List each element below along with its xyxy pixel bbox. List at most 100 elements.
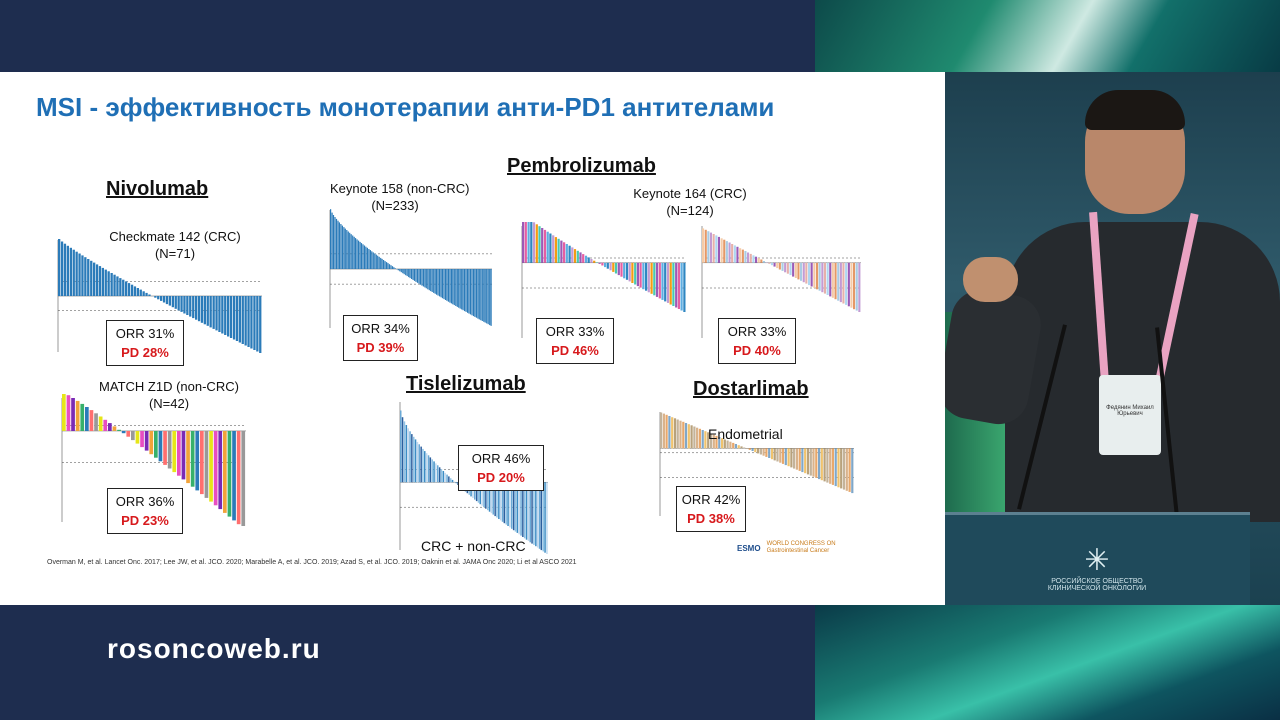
waterfall-bar: [435, 463, 437, 483]
pd-value: PD 20%: [477, 470, 525, 485]
waterfall-bar: [757, 448, 760, 454]
waterfall-bar: [759, 448, 762, 455]
waterfall-bar: [741, 249, 744, 263]
waterfall-bar: [533, 482, 535, 545]
waterfall-bar: [645, 262, 648, 291]
waterfall-bar: [778, 262, 781, 270]
waterfall-bar: [139, 289, 142, 296]
waterfall-bar: [131, 431, 135, 441]
waterfall-bar: [215, 296, 218, 331]
waterfall-bar: [733, 245, 736, 263]
waterfall-bar: [174, 296, 177, 309]
waterfall-bar: [781, 262, 784, 271]
waterfall-bar: [760, 259, 763, 263]
waterfall-bar: [158, 431, 163, 462]
waterfall-bar: [374, 253, 376, 269]
society-logo-icon: ✳: [1084, 544, 1110, 577]
waterfall-bar: [450, 269, 452, 304]
waterfall-bar: [229, 296, 233, 338]
pd-value: PD 38%: [687, 511, 735, 526]
waterfall-bar: [384, 261, 386, 269]
waterfall-bar: [662, 413, 665, 449]
waterfall-bar: [529, 482, 531, 543]
waterfall-bar: [112, 426, 117, 431]
waterfall-bar: [709, 232, 712, 263]
waterfall-bar: [117, 429, 121, 431]
waterfall-bar: [359, 241, 361, 269]
waterfall-bar: [498, 482, 500, 519]
waterfall-bar: [490, 482, 493, 514]
waterfall-bar: [469, 269, 472, 315]
waterfall-bar: [524, 222, 527, 263]
waterfall-bar: [334, 217, 336, 269]
pd-value: PD 46%: [551, 343, 599, 358]
waterfall-bar: [532, 222, 536, 263]
waterfall-bar: [631, 262, 634, 283]
waterfall-chart-keynote158: [329, 209, 492, 328]
waterfall-bar: [614, 262, 618, 274]
waterfall-bar: [527, 482, 530, 541]
waterfall-bar: [668, 416, 671, 449]
orr-value: ORR 46%: [471, 451, 531, 466]
waterfall-bar: [755, 256, 758, 263]
waterfall-bar: [810, 262, 813, 287]
waterfall-bar: [821, 262, 824, 293]
waterfall-bar: [332, 215, 335, 269]
waterfall-bar: [443, 269, 445, 300]
waterfall-bar: [765, 448, 768, 457]
waterfall-bar: [213, 431, 218, 506]
waterfall-bar: [840, 448, 843, 489]
waterfall-bar: [606, 262, 609, 269]
waterfall-chart-keynote164-a: [521, 222, 686, 338]
podium-logo: ✳ РОССИЙСКОЕ ОБЩЕСТВО КЛИНИЧЕСКОЙ ОНКОЛО…: [1037, 535, 1157, 605]
waterfall-bar: [820, 448, 823, 481]
orr-value: ORR 34%: [351, 321, 410, 336]
waterfall-bar: [446, 269, 448, 301]
waterfall-bar: [829, 262, 832, 297]
waterfall-bar: [227, 296, 230, 337]
waterfall-bar: [725, 241, 728, 263]
waterfall-bar: [744, 251, 747, 263]
waterfall-bar: [126, 431, 131, 437]
waterfall-bar: [378, 256, 380, 269]
waterfall-bar: [661, 262, 664, 300]
waterfall-bar: [448, 476, 450, 483]
waterfall-bar: [461, 269, 463, 310]
waterfall-chart-checkmate: [57, 239, 262, 353]
waterfall-bar: [416, 269, 419, 283]
trial-keynote158: Keynote 158 (non-CRC) (N=233): [330, 180, 469, 214]
waterfall-bar: [853, 262, 856, 310]
waterfall-bar: [612, 262, 615, 272]
waterfall-bar: [734, 444, 737, 449]
waterfall-bar: [110, 273, 113, 296]
waterfall-bar: [676, 419, 679, 449]
waterfall-bar: [776, 448, 779, 462]
waterfall-bar: [430, 269, 432, 292]
waterfall-bar: [617, 262, 620, 276]
waterfall-bar: [154, 431, 158, 458]
waterfall-bar: [453, 269, 455, 306]
waterfall-bar: [665, 414, 668, 449]
waterfall-bar: [485, 482, 487, 509]
waterfall-bar: [717, 236, 720, 263]
waterfall-bar: [335, 218, 338, 269]
waterfall-bar: [425, 269, 427, 289]
waterfall-bar: [235, 296, 239, 341]
waterfall-bar: [125, 281, 128, 296]
waterfall-bar: [458, 269, 460, 308]
waterfall-bar: [412, 269, 414, 280]
waterfall-bar: [453, 481, 456, 483]
waterfall-bar: [671, 417, 674, 449]
waterfall-bar: [447, 269, 449, 302]
waterfall-bar: [728, 242, 731, 263]
decorative-graphic-top-right: [815, 0, 1280, 72]
waterfall-bar: [639, 262, 642, 288]
waterfall-bar: [204, 431, 209, 498]
waterfall-bar: [338, 222, 340, 269]
waterfall-bar: [104, 269, 107, 296]
waterfall-bar: [449, 269, 451, 303]
waterfall-bar: [757, 258, 760, 263]
waterfall-bar: [823, 448, 826, 482]
waterfall-bar: [180, 296, 183, 312]
waterfall-bar: [172, 431, 177, 473]
